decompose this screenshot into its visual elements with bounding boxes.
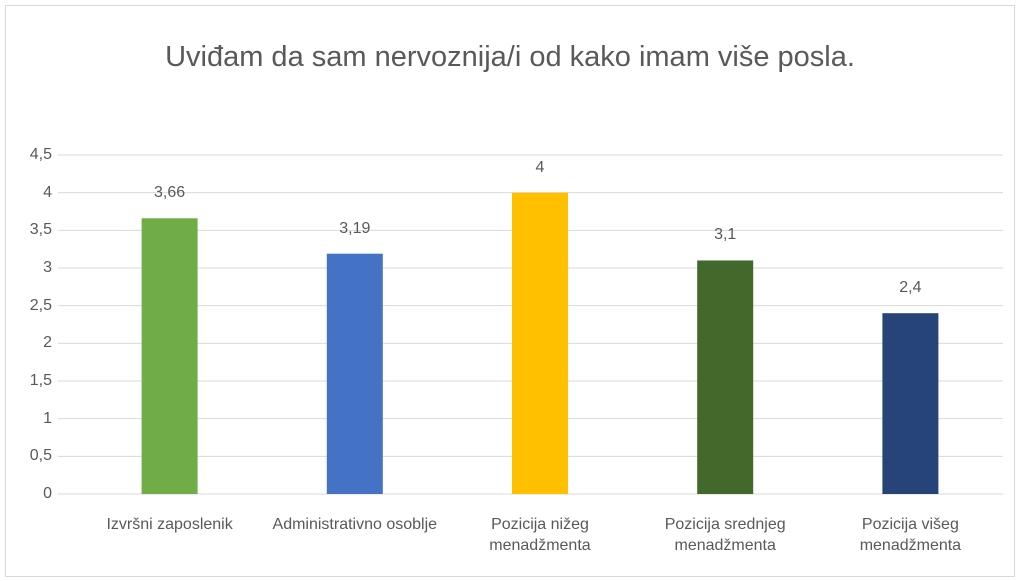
value-label: 2,4: [899, 279, 922, 297]
bar: [697, 260, 754, 494]
y-tick-label: 4: [43, 183, 52, 201]
y-tick-label: 2,5: [29, 296, 52, 314]
y-tick-label: 3,5: [29, 221, 52, 239]
chart-border: [5, 5, 1015, 577]
x-tick-label: Pozicija višeg menadžmenta: [859, 516, 962, 554]
x-tick-label: Pozicija nižeg menadžmenta: [489, 516, 591, 554]
chart-title: Uviđam da sam nervoznija/i od kako imam …: [165, 41, 855, 73]
bar: [326, 253, 383, 494]
y-tick-label: 2: [43, 334, 52, 352]
value-label: 3,19: [339, 219, 371, 237]
value-label: 4: [535, 158, 545, 176]
value-label: 3,1: [714, 226, 737, 244]
y-tick-label: 0,5: [29, 447, 52, 465]
x-tick-label: Pozicija srednjeg menadžmenta: [664, 516, 786, 554]
y-tick-label: 1,5: [29, 372, 52, 389]
y-tick-label: 4,5: [29, 146, 52, 163]
x-tick-label: Izvršni zaposlenik: [106, 516, 233, 533]
bar: [882, 313, 939, 494]
bar: [512, 192, 568, 494]
bar: [141, 218, 198, 494]
y-tick-label: 0: [43, 485, 52, 502]
y-tick-label: 1: [43, 409, 52, 427]
x-tick-label: Administrativno osoblje: [272, 516, 438, 533]
y-tick-label: 3: [43, 259, 52, 276]
value-label: 3,66: [154, 184, 186, 202]
